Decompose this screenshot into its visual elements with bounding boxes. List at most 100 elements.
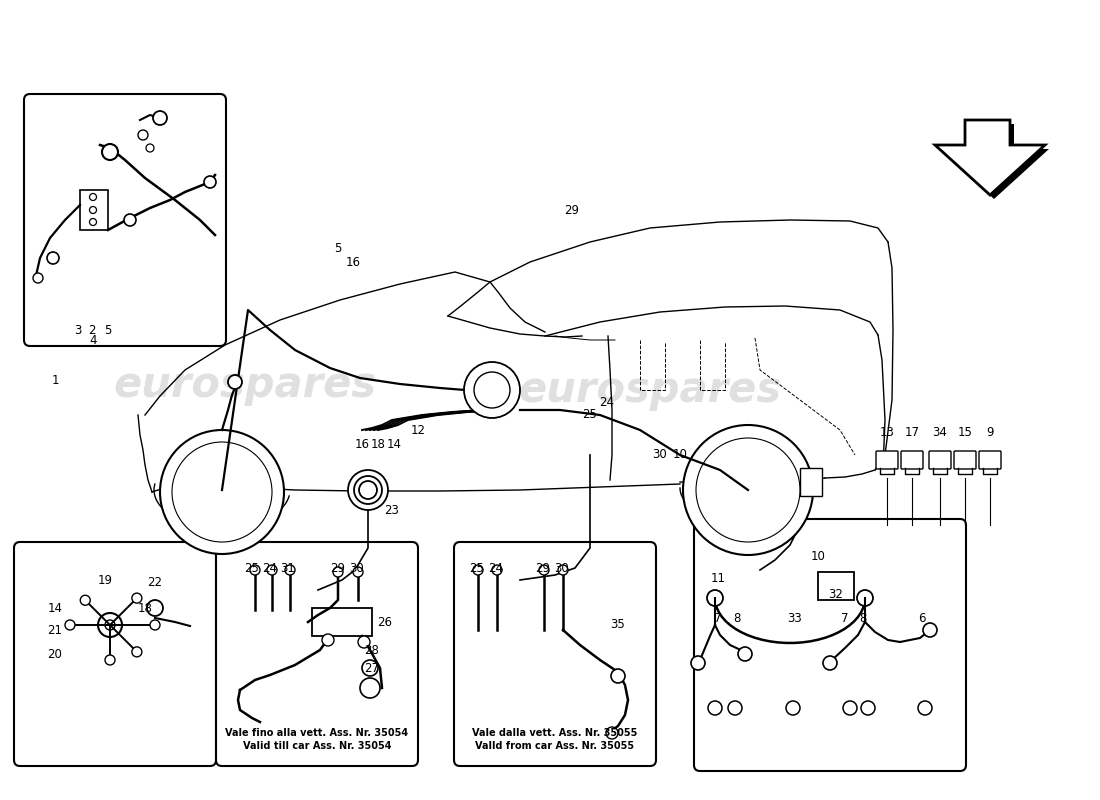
FancyBboxPatch shape [216,542,418,766]
FancyBboxPatch shape [954,451,976,469]
Text: 34: 34 [933,426,947,438]
Circle shape [104,620,116,630]
Circle shape [102,144,118,160]
Text: 5: 5 [104,323,112,337]
Circle shape [857,590,873,606]
Circle shape [358,636,370,648]
Bar [818,572,854,600]
Bar [312,608,372,636]
Circle shape [138,130,148,140]
Text: 3: 3 [75,323,81,337]
Text: 6: 6 [918,611,926,625]
Circle shape [89,218,97,226]
Circle shape [353,567,363,577]
Circle shape [124,214,136,226]
Circle shape [683,425,813,555]
Circle shape [362,660,378,676]
Circle shape [89,206,97,214]
Text: 29: 29 [536,562,550,574]
FancyBboxPatch shape [930,451,952,469]
Text: 24: 24 [600,395,615,409]
Text: 15: 15 [958,426,972,438]
Circle shape [322,634,334,646]
Circle shape [172,442,272,542]
Circle shape [147,600,163,616]
Text: 33: 33 [788,611,802,625]
Circle shape [464,362,520,418]
Circle shape [861,701,875,715]
Text: 25: 25 [244,562,260,574]
Text: 8: 8 [859,611,867,625]
Circle shape [728,701,743,715]
Circle shape [708,701,722,715]
Text: 30: 30 [350,562,364,574]
Text: 30: 30 [652,449,668,462]
Text: 21: 21 [47,623,63,637]
Circle shape [33,273,43,283]
Text: eurospares: eurospares [113,364,376,406]
Text: 18: 18 [371,438,385,451]
Circle shape [250,565,260,575]
Text: 4: 4 [89,334,97,346]
Text: 10: 10 [672,449,688,462]
Circle shape [204,176,216,188]
Text: Valld from car Ass. Nr. 35055: Valld from car Ass. Nr. 35055 [475,741,635,751]
Text: 16: 16 [354,438,370,451]
Circle shape [80,595,90,606]
Text: 10: 10 [811,550,825,563]
Text: 24: 24 [263,562,277,574]
Circle shape [267,565,277,575]
Circle shape [473,565,483,575]
FancyBboxPatch shape [14,542,216,766]
Circle shape [843,701,857,715]
Circle shape [923,623,937,637]
Circle shape [359,481,377,499]
Text: 2: 2 [88,323,96,337]
Circle shape [539,565,549,575]
Bar [800,468,822,496]
Circle shape [333,567,343,577]
Bar [80,190,108,230]
Text: 12: 12 [410,423,426,437]
Circle shape [98,613,122,637]
Circle shape [474,372,510,408]
Circle shape [104,655,116,665]
Circle shape [707,590,723,606]
Circle shape [492,565,502,575]
Circle shape [354,476,382,504]
Circle shape [691,656,705,670]
Circle shape [360,678,379,698]
Circle shape [716,458,780,522]
Polygon shape [939,124,1049,199]
Text: 13: 13 [880,426,894,438]
Circle shape [823,656,837,670]
Circle shape [132,647,142,657]
Circle shape [47,252,59,264]
Text: 1: 1 [52,374,58,386]
Circle shape [738,647,752,661]
Text: 16: 16 [345,255,361,269]
Text: 24: 24 [488,562,504,574]
Text: 11: 11 [711,571,726,585]
Text: 17: 17 [904,426,920,438]
Text: Vale dalla vett. Ass. Nr. 35055: Vale dalla vett. Ass. Nr. 35055 [472,728,638,738]
Circle shape [918,701,932,715]
Text: 8: 8 [734,611,740,625]
Circle shape [132,593,142,603]
Circle shape [786,701,800,715]
Text: 19: 19 [98,574,112,586]
Text: 7: 7 [842,611,849,625]
Text: 14: 14 [386,438,402,451]
Circle shape [153,111,167,125]
Text: 9: 9 [987,426,993,438]
Text: 26: 26 [377,615,393,629]
FancyBboxPatch shape [901,451,923,469]
Text: 25: 25 [583,409,597,422]
Circle shape [160,430,284,554]
Text: 20: 20 [47,649,63,662]
Text: 14: 14 [47,602,63,614]
Text: eurospares: eurospares [518,369,782,411]
Text: 25: 25 [470,562,484,574]
Circle shape [696,438,800,542]
Text: 22: 22 [147,575,163,589]
